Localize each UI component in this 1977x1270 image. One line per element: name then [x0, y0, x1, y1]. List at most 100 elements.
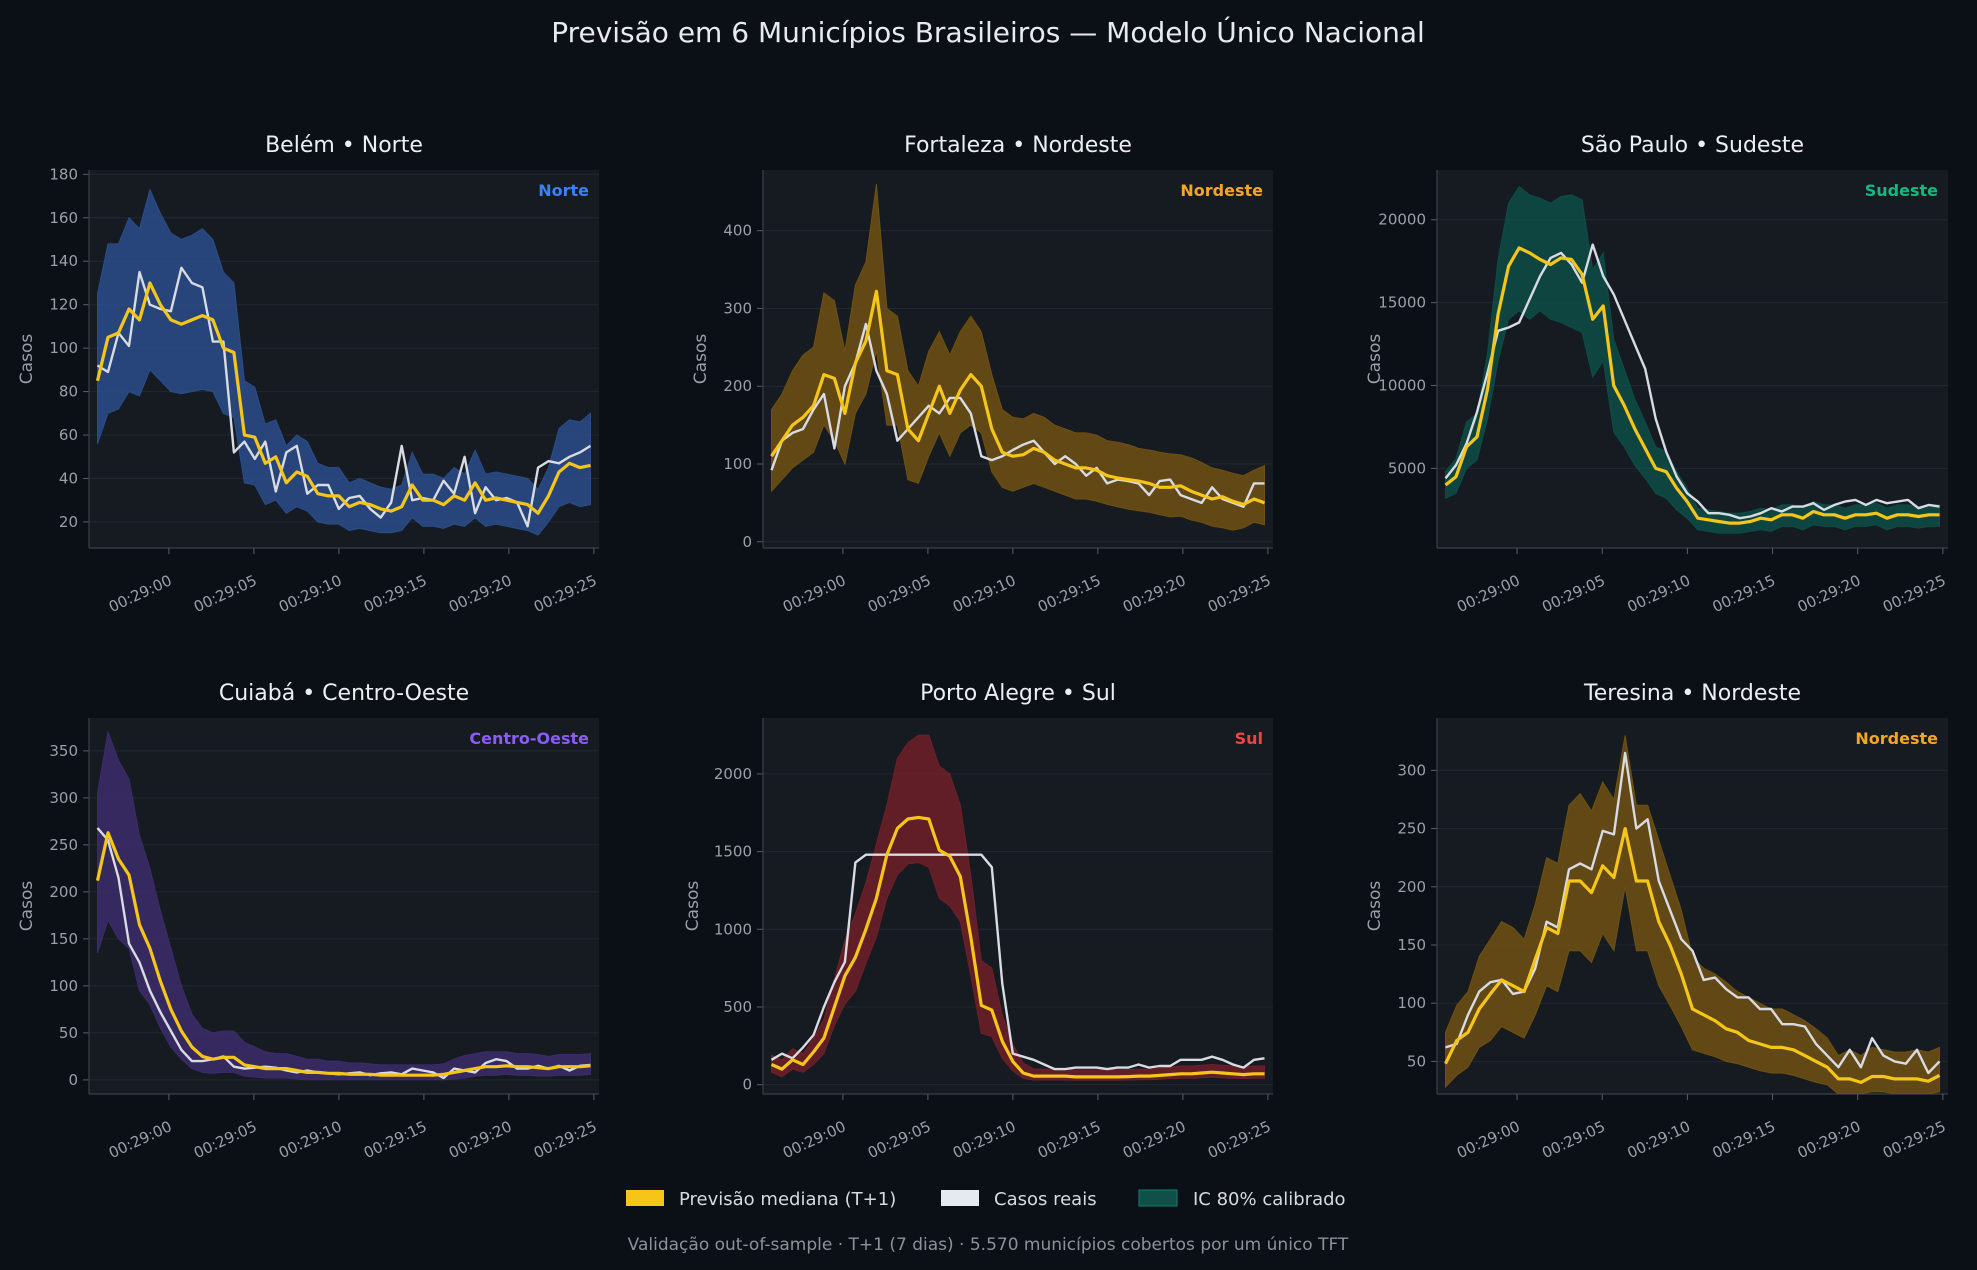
y-tick-label: 20000 [1378, 211, 1426, 229]
legend-label-actual: Casos reais [994, 1189, 1097, 1210]
y-tick-label: 500 [723, 998, 752, 1016]
ci-band [1445, 735, 1940, 1094]
x-tick-label: 00:29:10 [1624, 571, 1693, 616]
panel-background [763, 718, 1273, 1094]
x-tick-label: 00:29:10 [950, 571, 1019, 616]
y-axis-label: Casos [1365, 334, 1385, 385]
legend-swatch-ci [1138, 1189, 1178, 1207]
x-tick-label: 00:29:10 [276, 571, 345, 616]
panel-title: Teresina • Nordeste [1583, 681, 1801, 706]
y-tick-label: 150 [49, 930, 78, 948]
y-tick-label: 120 [49, 296, 78, 314]
y-tick-label: 300 [723, 299, 752, 317]
panel-title: Porto Alegre • Sul [920, 681, 1116, 706]
y-tick-label: 50 [1407, 1052, 1426, 1070]
panel-3: 0 50 100 150 200 250 300 350 00:29:00 00:29:05 00:… [17, 681, 600, 1162]
panel-0: 20 40 60 80 100 120 140 160 180 00:29:00 00:29:05 0… [17, 133, 600, 616]
region-badge: Norte [538, 181, 589, 200]
x-tick-label: 00:29:25 [1205, 1117, 1274, 1162]
y-tick-label: 0 [68, 1071, 78, 1089]
panel-title: São Paulo • Sudeste [1581, 133, 1804, 158]
y-tick-label: 180 [49, 165, 78, 183]
x-tick-label: 00:29:25 [531, 571, 600, 616]
legend: Previsão mediana (T+1) Casos reais IC 80… [626, 1189, 1346, 1210]
y-tick-label: 140 [49, 252, 78, 270]
legend-swatch-forecast [626, 1190, 664, 1206]
x-tick-label: 00:29:00 [106, 571, 175, 616]
y-axis-label: Casos [691, 334, 711, 385]
y-tick-label: 1000 [714, 920, 752, 938]
x-tick-label: 00:29:00 [1454, 571, 1523, 616]
y-tick-label: 100 [1397, 994, 1426, 1012]
y-axis-label: Casos [1365, 881, 1385, 932]
x-tick-label: 00:29:15 [1710, 571, 1779, 616]
ci-band [771, 183, 1265, 531]
legend-swatch-actual [941, 1190, 979, 1206]
y-tick-label: 200 [49, 883, 78, 901]
y-tick-label: 100 [49, 977, 78, 995]
x-tick-label: 00:29:00 [106, 1117, 175, 1162]
y-tick-label: 10000 [1378, 377, 1426, 395]
legend-label-forecast: Previsão mediana (T+1) [679, 1189, 896, 1210]
y-tick-label: 250 [49, 836, 78, 854]
y-tick-label: 0 [742, 533, 752, 551]
panel-title: Belém • Norte [265, 133, 423, 158]
panel-2: 5000 10000 15000 20000 00:29:00 00:29:05 00:29… [1365, 133, 1949, 616]
plot-area [1444, 185, 1940, 534]
x-tick-label: 00:29:10 [1624, 1117, 1693, 1162]
x-tick-label: 00:29:05 [865, 571, 934, 616]
y-tick-label: 250 [1397, 820, 1426, 838]
panel-1: 0 100 200 300 400 00:29:00 00:29:05 00:29:10 00:… [691, 133, 1274, 616]
y-axis-label: Casos [17, 881, 37, 932]
plot-area [1444, 735, 1941, 1094]
x-tick-label: 00:29:05 [1539, 571, 1608, 616]
x-tick-label: 00:29:05 [1539, 1117, 1608, 1162]
forecast-series-line [770, 289, 1266, 506]
legend-label-ci: IC 80% calibrado [1193, 1189, 1346, 1210]
region-badge: Sudeste [1865, 181, 1938, 200]
y-tick-label: 200 [723, 377, 752, 395]
y-tick-label: 15000 [1378, 294, 1426, 312]
plot-area [95, 730, 591, 1081]
panel-title: Cuiabá • Centro-Oeste [219, 681, 469, 706]
x-tick-label: 00:29:25 [1205, 571, 1274, 616]
x-tick-label: 00:29:25 [1880, 1117, 1949, 1162]
x-tick-label: 00:29:25 [1880, 571, 1949, 616]
y-tick-label: 300 [49, 789, 78, 807]
x-tick-label: 00:29:00 [1454, 1117, 1523, 1162]
ci-band [97, 730, 591, 1081]
y-tick-label: 50 [59, 1024, 78, 1042]
region-badge: Sul [1235, 729, 1263, 748]
y-axis-label: Casos [683, 881, 703, 932]
y-tick-label: 400 [723, 222, 752, 240]
x-tick-label: 00:29:20 [1120, 1117, 1189, 1162]
x-tick-label: 00:29:20 [1120, 571, 1189, 616]
forecast-series-line [1444, 246, 1940, 525]
forecast-series-line [1444, 826, 1941, 1085]
y-tick-label: 350 [49, 742, 78, 760]
region-badge: Nordeste [1855, 729, 1938, 748]
y-tick-label: 100 [723, 455, 752, 473]
plot-area [95, 188, 592, 536]
y-tick-label: 100 [49, 339, 78, 357]
x-tick-label: 00:29:25 [531, 1117, 600, 1162]
y-tick-label: 2000 [714, 765, 752, 783]
x-tick-label: 00:29:15 [1710, 1117, 1779, 1162]
ci-band [771, 734, 1265, 1081]
forecast-series-line [95, 831, 591, 1077]
forecast-series-line [95, 281, 591, 515]
x-tick-label: 00:29:15 [361, 1117, 430, 1162]
ci-band [97, 188, 591, 536]
y-tick-label: 80 [59, 383, 78, 401]
actual-series-line [1444, 243, 1940, 520]
x-tick-label: 00:29:05 [191, 571, 260, 616]
plot-area [770, 734, 1265, 1081]
y-tick-label: 160 [49, 209, 78, 227]
y-tick-label: 300 [1397, 761, 1426, 779]
y-tick-label: 200 [1397, 878, 1426, 896]
panel-title: Fortaleza • Nordeste [904, 133, 1132, 158]
panel-5: 50 100 150 200 250 300 00:29:00 00:29:05 00:29:1… [1365, 681, 1949, 1162]
x-tick-label: 00:29:10 [950, 1117, 1019, 1162]
